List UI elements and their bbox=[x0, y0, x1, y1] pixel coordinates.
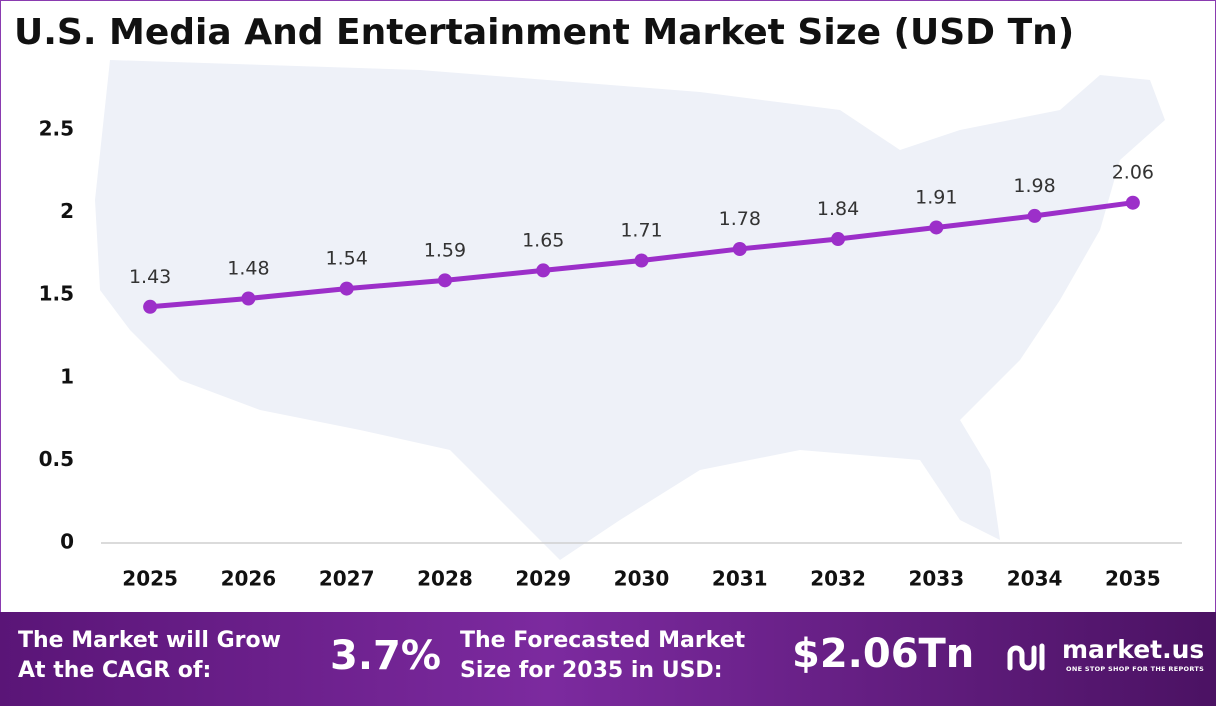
marker bbox=[831, 232, 846, 247]
x-tick-label: 2027 bbox=[319, 567, 375, 591]
data-label: 1.98 bbox=[1013, 175, 1055, 197]
marker bbox=[1125, 195, 1140, 210]
x-tick-label: 2032 bbox=[810, 567, 866, 591]
data-label: 2.06 bbox=[1112, 162, 1154, 184]
data-label: 1.91 bbox=[915, 186, 957, 208]
forecast-value: $2.06Tn bbox=[792, 631, 975, 677]
marker bbox=[929, 220, 944, 235]
brand-tagline: ONE STOP SHOP FOR THE REPORTS bbox=[1066, 665, 1205, 673]
marker bbox=[536, 263, 551, 278]
chart-title: U.S. Media And Entertainment Market Size… bbox=[14, 12, 1074, 53]
x-tick-label: 2035 bbox=[1105, 567, 1161, 591]
marker bbox=[437, 273, 452, 288]
x-tick-label: 2028 bbox=[417, 567, 473, 591]
data-label: 1.43 bbox=[129, 266, 171, 288]
background-map bbox=[95, 60, 1165, 560]
data-label: 1.84 bbox=[817, 198, 859, 220]
data-label: 1.78 bbox=[719, 208, 761, 230]
x-tick-label: 2033 bbox=[908, 567, 964, 591]
marker bbox=[1027, 208, 1042, 223]
forecast-text-line: Size for 2035 in USD: bbox=[460, 658, 723, 683]
forecast-text-line: The Forecasted Market bbox=[460, 628, 746, 653]
x-tick-label: 2029 bbox=[515, 567, 571, 591]
data-label: 1.65 bbox=[522, 229, 564, 251]
cagr-text-line: At the CAGR of: bbox=[18, 658, 212, 683]
data-label: 1.71 bbox=[620, 220, 662, 242]
marker bbox=[634, 253, 649, 268]
brand-logo bbox=[1007, 643, 1045, 671]
marker bbox=[241, 291, 256, 306]
y-tick-label: 2.5 bbox=[39, 117, 74, 141]
x-tick-label: 2034 bbox=[1007, 567, 1063, 591]
forecast-text: The Forecasted Market Size for 2035 in U… bbox=[460, 626, 745, 686]
y-tick-label: 1 bbox=[60, 364, 74, 388]
marker bbox=[143, 299, 158, 314]
y-tick-label: 2 bbox=[60, 199, 74, 223]
cagr-text-line: The Market will Grow bbox=[18, 628, 281, 653]
data-label: 1.54 bbox=[326, 248, 368, 270]
footer: The Market will Grow At the CAGR of: 3.7… bbox=[0, 612, 1216, 706]
brand-name: market.us bbox=[1062, 635, 1205, 664]
y-tick-label: 0.5 bbox=[39, 447, 74, 471]
cagr-value: 3.7% bbox=[330, 633, 441, 679]
y-tick-label: 1.5 bbox=[39, 282, 74, 306]
x-tick-label: 2026 bbox=[221, 567, 277, 591]
data-label: 1.59 bbox=[424, 239, 466, 261]
x-tick-label: 2031 bbox=[712, 567, 768, 591]
y-tick-label: 0 bbox=[60, 530, 74, 554]
x-tick-label: 2025 bbox=[122, 567, 178, 591]
x-tick-label: 2030 bbox=[614, 567, 670, 591]
cagr-text: The Market will Grow At the CAGR of: bbox=[18, 626, 281, 686]
chart: U.S. Media And Entertainment Market Size… bbox=[14, 12, 1182, 591]
marker bbox=[732, 241, 747, 256]
data-label: 1.48 bbox=[227, 258, 269, 280]
marker bbox=[339, 281, 354, 296]
